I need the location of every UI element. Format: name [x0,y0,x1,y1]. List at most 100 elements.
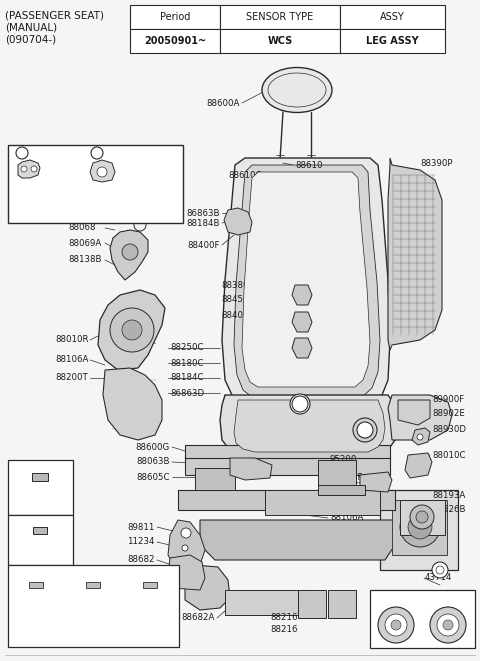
Text: 88010C: 88010C [432,451,466,459]
Text: ASSY: ASSY [380,12,405,22]
Bar [8,460,73,515]
Bar [195,468,235,490]
Bar [130,29,220,53]
Text: 1129GE: 1129GE [20,571,52,580]
Circle shape [97,167,107,177]
Text: 88682: 88682 [128,555,155,564]
Polygon shape [185,455,390,475]
Circle shape [391,620,401,630]
Bar [130,5,220,29]
Text: 88180C: 88180C [170,358,204,368]
Text: 88450C: 88450C [221,295,255,305]
Text: (MANUAL): (MANUAL) [5,22,57,32]
Polygon shape [265,490,380,515]
Text: 88185A: 88185A [30,149,62,157]
Text: b: b [95,149,99,157]
Circle shape [378,607,414,643]
Text: 11291: 11291 [26,521,54,530]
Circle shape [110,308,154,352]
Polygon shape [388,158,442,350]
Text: 88682A: 88682A [181,613,215,623]
Bar [298,590,326,618]
Circle shape [21,166,27,172]
Text: 86863B: 86863B [187,208,220,217]
Polygon shape [412,428,430,445]
Polygon shape [380,490,458,570]
Bar [8,145,183,223]
Text: 88390P: 88390P [420,159,453,167]
Circle shape [417,434,423,440]
Polygon shape [224,208,252,235]
Text: 88138B: 88138B [68,256,101,264]
Text: 88620E: 88620E [142,574,175,582]
Text: 1140FD: 1140FD [23,467,58,476]
Text: 88063B: 88063B [136,457,170,467]
Ellipse shape [262,67,332,112]
Circle shape [122,244,138,260]
Polygon shape [292,338,312,358]
Text: SENSOR TYPE: SENSOR TYPE [246,12,313,22]
Text: 88216: 88216 [271,613,298,623]
Polygon shape [398,400,430,425]
Polygon shape [220,395,398,455]
Circle shape [122,320,142,340]
Polygon shape [222,158,390,405]
Circle shape [290,394,310,414]
Bar [33,527,47,534]
Bar [370,590,475,648]
Circle shape [410,505,434,529]
Text: (PASSENGER SEAT): (PASSENGER SEAT) [5,10,104,20]
Bar [328,590,356,618]
Bar [392,500,447,555]
Text: 43714: 43714 [425,574,453,582]
Circle shape [359,424,371,436]
Polygon shape [168,555,205,590]
Text: 88068: 88068 [68,223,96,233]
Polygon shape [234,165,380,397]
Bar [32,473,48,481]
Text: 88930D: 88930D [432,426,466,434]
Text: 88193A: 88193A [432,490,465,500]
Polygon shape [185,445,390,458]
Bar [340,5,445,29]
Text: 88106A: 88106A [55,356,88,364]
Text: 88106A: 88106A [330,514,363,522]
Text: 88184C: 88184C [170,373,204,383]
Text: 88069A: 88069A [68,239,101,247]
Bar [220,29,340,53]
Circle shape [181,528,191,538]
Circle shape [91,147,103,159]
Text: 88600G: 88600G [136,442,170,451]
Text: 88200T: 88200T [55,373,88,383]
Polygon shape [200,520,395,560]
Text: 88400F: 88400F [188,241,220,249]
Bar [340,29,445,53]
Text: 88010R: 88010R [55,336,88,344]
Text: 81526B: 81526B [432,506,466,514]
Text: 89811: 89811 [128,522,155,531]
Circle shape [16,147,28,159]
Circle shape [443,620,453,630]
Polygon shape [292,285,312,305]
Circle shape [307,159,315,167]
Polygon shape [168,520,205,572]
Polygon shape [110,230,148,280]
Text: 1339CC: 1339CC [380,596,412,605]
Polygon shape [234,400,385,452]
Text: 88401C: 88401C [221,311,255,319]
Circle shape [416,511,428,523]
Bar [318,460,356,486]
Text: a: a [362,426,368,434]
Bar [29,582,43,588]
Polygon shape [318,485,365,495]
Circle shape [31,166,37,172]
Text: 88216: 88216 [271,625,298,635]
Text: b: b [297,399,303,408]
Bar [86,582,100,588]
Circle shape [385,614,407,636]
Circle shape [182,545,188,551]
Polygon shape [388,395,452,440]
Circle shape [432,562,448,578]
Text: 1243DB: 1243DB [134,571,166,580]
Text: 88902E: 88902E [432,408,465,418]
